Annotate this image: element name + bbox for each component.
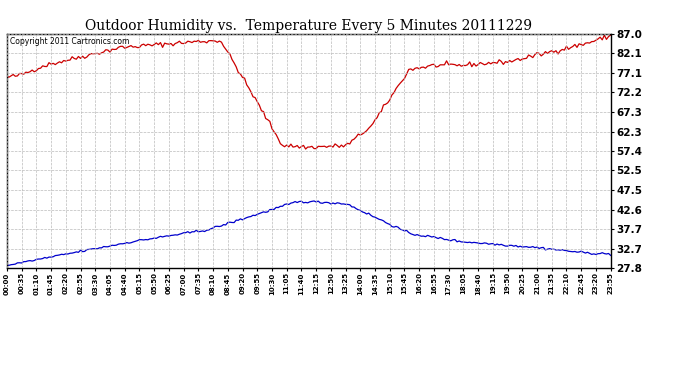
Title: Outdoor Humidity vs.  Temperature Every 5 Minutes 20111229: Outdoor Humidity vs. Temperature Every 5… [86, 19, 532, 33]
Text: Copyright 2011 Cartronics.com: Copyright 2011 Cartronics.com [10, 37, 129, 46]
